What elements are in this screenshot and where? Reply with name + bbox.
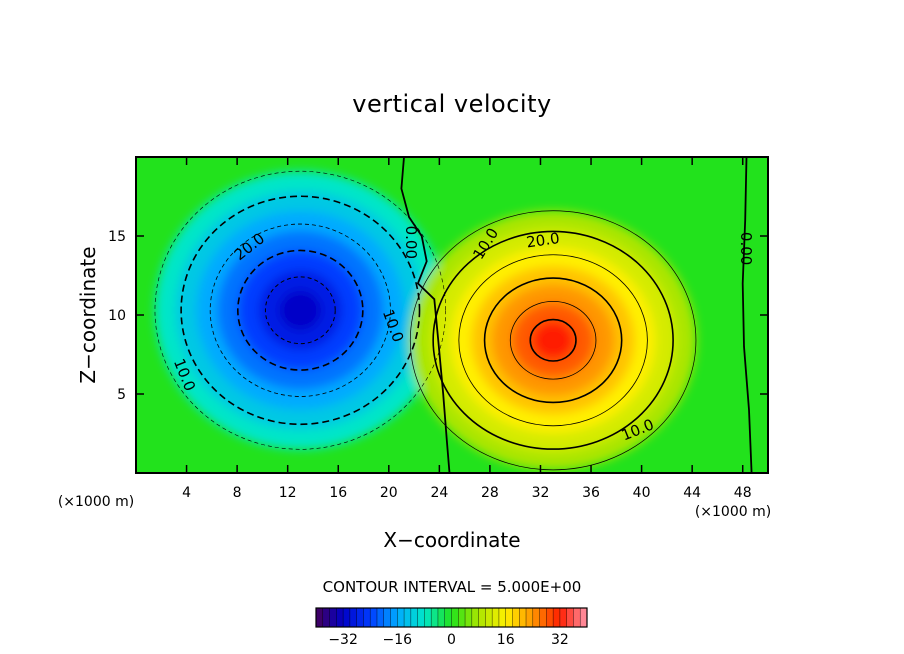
x-tick-label: 32 [532,485,550,501]
colorbar-cell [512,608,520,627]
colorbar-cell [383,608,391,627]
colorbar-ticks: −32 −16 0 16 32 [328,632,568,648]
colorbar-cell [478,608,486,627]
positive-contour [483,277,623,404]
positive-contour [432,230,674,450]
contour-label: 0.00 [402,226,420,259]
colorbar-cell [471,608,479,627]
colorbar-cell [532,608,540,627]
colorbar-cell [410,608,419,627]
colorbar-cell [580,608,588,627]
y-tick-label: 15 [108,229,126,245]
chart-title: vertical velocity [352,90,551,118]
colorbar-frame [315,607,588,628]
negative-contour [154,170,446,450]
x-tick-label: 48 [734,485,752,501]
colorbar-cell [519,608,527,627]
colorbar-tick-label: 0 [447,632,456,648]
colorbar-cell [437,608,446,627]
colorbar [315,607,588,628]
updraft-band [532,321,574,359]
x-unit-left: (×1000 m) [58,494,134,510]
x-tick-label: 44 [683,485,701,501]
negative-contour [209,223,391,397]
colorbar-cell [336,608,344,627]
zero-contour-right [741,157,753,473]
x-tick-label: 8 [233,485,242,501]
positive-contour [409,210,697,471]
colorbar-cell [424,608,432,627]
contour-interval-label: CONTOUR INTERVAL = 5.000E+00 [323,578,582,596]
colorbar-cell [343,608,351,627]
y-tick-label: 5 [117,387,126,403]
colorbar-cell [370,608,378,627]
colorbar-tick-label: −16 [383,632,413,648]
colorbar-cell [505,608,513,627]
y-tick-label: 10 [108,308,126,324]
colorbar-cell [404,608,412,627]
negative-contour [264,276,336,345]
positive-contour [458,254,648,427]
y-axis: 5 10 15 [108,229,768,403]
x-tick-label: 24 [430,485,448,501]
velocity-field [136,157,768,473]
x-tick-label: 4 [182,485,191,501]
x-axis: 4 8 12 16 20 24 28 32 36 40 44 48 [182,157,752,501]
colorbar-cell [559,608,568,627]
colorbar-tick-label: −32 [328,632,358,648]
x-tick-label: 40 [633,485,651,501]
zero-contour-middle [400,157,451,473]
colorbar-cell [316,608,324,627]
colorbar-tick-label: 32 [551,632,569,648]
x-tick-label: 12 [279,485,297,501]
colorbar-cell [485,608,493,627]
colorbar-cell [356,608,364,627]
colorbar-cell [458,608,466,627]
colorbar-cell [553,608,561,627]
colorbar-cell [526,608,534,627]
x-tick-label: 28 [481,485,499,501]
positive-contour [529,318,577,362]
positive-contour [509,301,597,380]
contour-label: 20.0 [525,229,561,251]
x-tick-label: 16 [329,485,347,501]
colorbar-cell [444,608,452,627]
colorbar-cell [566,608,574,627]
negative-contour [237,249,364,371]
y-axis-title: Z−coordinate [76,246,100,383]
colorbar-cell [573,608,581,627]
colorbar-cell [322,608,330,627]
colorbar-cell [390,608,398,627]
colorbar-tick-label: 16 [497,632,515,648]
colorbar-cell [376,608,385,627]
colorbar-cell [539,608,547,627]
colorbar-cell [498,608,507,627]
colorbar-cell [329,608,337,627]
colorbar-cell [431,608,439,627]
x-axis-title: X−coordinate [383,528,520,552]
colorbar-cell [417,608,425,627]
colorbar-cell [546,608,554,627]
x-unit-right: (×1000 m) [695,504,771,520]
colorbar-cell [397,608,405,627]
colorbar-cell [363,608,371,627]
colorbar-cell [451,608,459,627]
colorbar-cell [465,608,473,627]
colorbar-cell [349,608,358,627]
contour-label: 0.00 [737,232,755,265]
x-tick-label: 20 [380,485,398,501]
x-tick-label: 36 [582,485,600,501]
colorbar-cell [492,608,500,627]
negative-contour [180,195,421,426]
downdraft-band [279,290,322,331]
